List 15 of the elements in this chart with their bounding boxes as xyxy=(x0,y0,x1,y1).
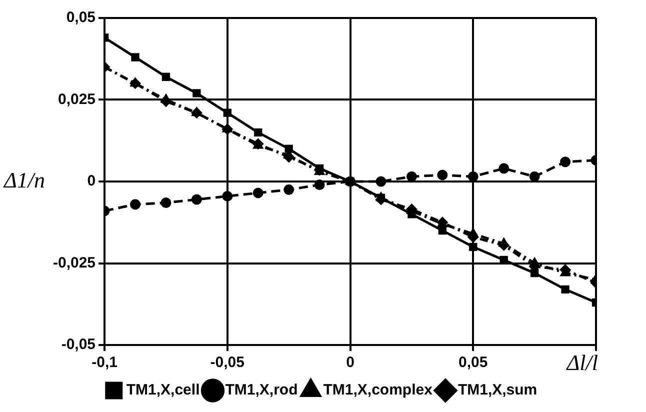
y-tick-label: 0,025 xyxy=(58,90,96,108)
y-tick-label: -0,05 xyxy=(61,336,96,354)
legend-label: TM1,X,cell xyxy=(126,382,200,399)
x-tick-label: -0,1 xyxy=(92,354,118,372)
y-tick-label: 0 xyxy=(87,172,96,190)
legend-label: TM1,X,rod xyxy=(225,382,298,399)
x-axis-title: Δl/l xyxy=(566,350,598,375)
legend-label: TM1,X,sum xyxy=(458,382,538,399)
legend-label: TM1,X,complex xyxy=(323,382,434,399)
x-tick-label: -0,05 xyxy=(210,354,244,372)
x-tick-label: 0,05 xyxy=(458,354,488,372)
y-axis-title: Δ1/n xyxy=(3,167,46,192)
y-tick-label: 0,05 xyxy=(66,9,96,26)
y-tick-label: -0,025 xyxy=(52,254,96,272)
x-tick-label: 0 xyxy=(346,354,354,372)
